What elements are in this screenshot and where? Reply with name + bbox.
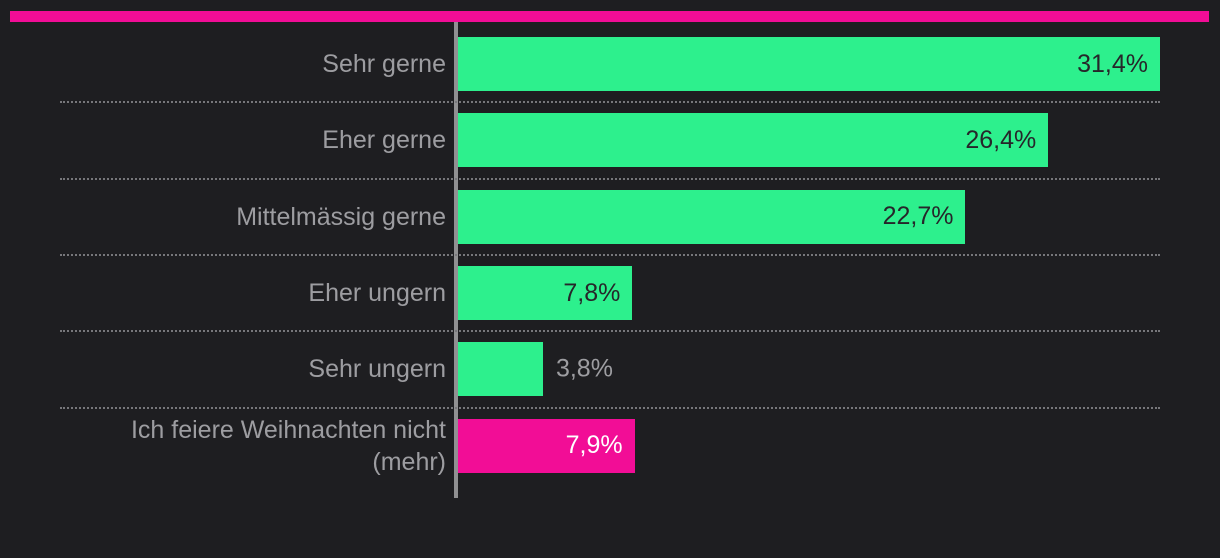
row-separator xyxy=(60,177,1160,180)
category-label: Eher ungern xyxy=(308,279,446,308)
value-label: 22,7% xyxy=(882,202,954,231)
bar: 26,4% xyxy=(458,113,1049,168)
category-label: Ich feiere Weihnachten nicht (mehr) xyxy=(130,415,446,476)
chart-row: Sehr gerne 31,4% xyxy=(0,26,1220,104)
chart-row: Eher ungern 7,8% xyxy=(0,255,1220,333)
value-label: 26,4% xyxy=(965,125,1037,154)
chart-row: Eher gerne 26,4% xyxy=(0,102,1220,180)
chart-row: Mittelmässig gerne 22,7% xyxy=(0,179,1220,256)
category-label: Mittelmässig gerne xyxy=(236,202,446,231)
chart-row: Ich feiere Weihnachten nicht (mehr) 7,9% xyxy=(0,408,1220,484)
row-separator xyxy=(60,253,1160,256)
category-label: Sehr gerne xyxy=(322,50,446,79)
top-accent-stripe xyxy=(10,11,1209,22)
bar: 22,7% xyxy=(458,189,966,244)
category-label: Sehr ungern xyxy=(308,355,446,384)
bar-rows: Sehr gerne 31,4% Eher gerne 26,4% Mittelmäss… xyxy=(0,26,1220,484)
value-label: 7,8% xyxy=(563,278,621,307)
value-label: 7,9% xyxy=(565,431,623,460)
bar xyxy=(458,342,543,397)
row-separator xyxy=(60,101,1160,104)
y-axis-line xyxy=(454,22,458,498)
category-label: Eher gerne xyxy=(322,126,446,155)
value-label: 3,8% xyxy=(555,354,613,383)
row-separator xyxy=(60,330,1160,333)
row-separator xyxy=(60,406,1160,409)
value-label: 31,4% xyxy=(1077,49,1148,78)
chart-row: Sehr ungern 3,8% xyxy=(0,331,1220,409)
bar: 7,8% xyxy=(458,266,633,321)
bar: 7,9% xyxy=(458,418,635,473)
bar: 31,4% xyxy=(458,37,1160,92)
